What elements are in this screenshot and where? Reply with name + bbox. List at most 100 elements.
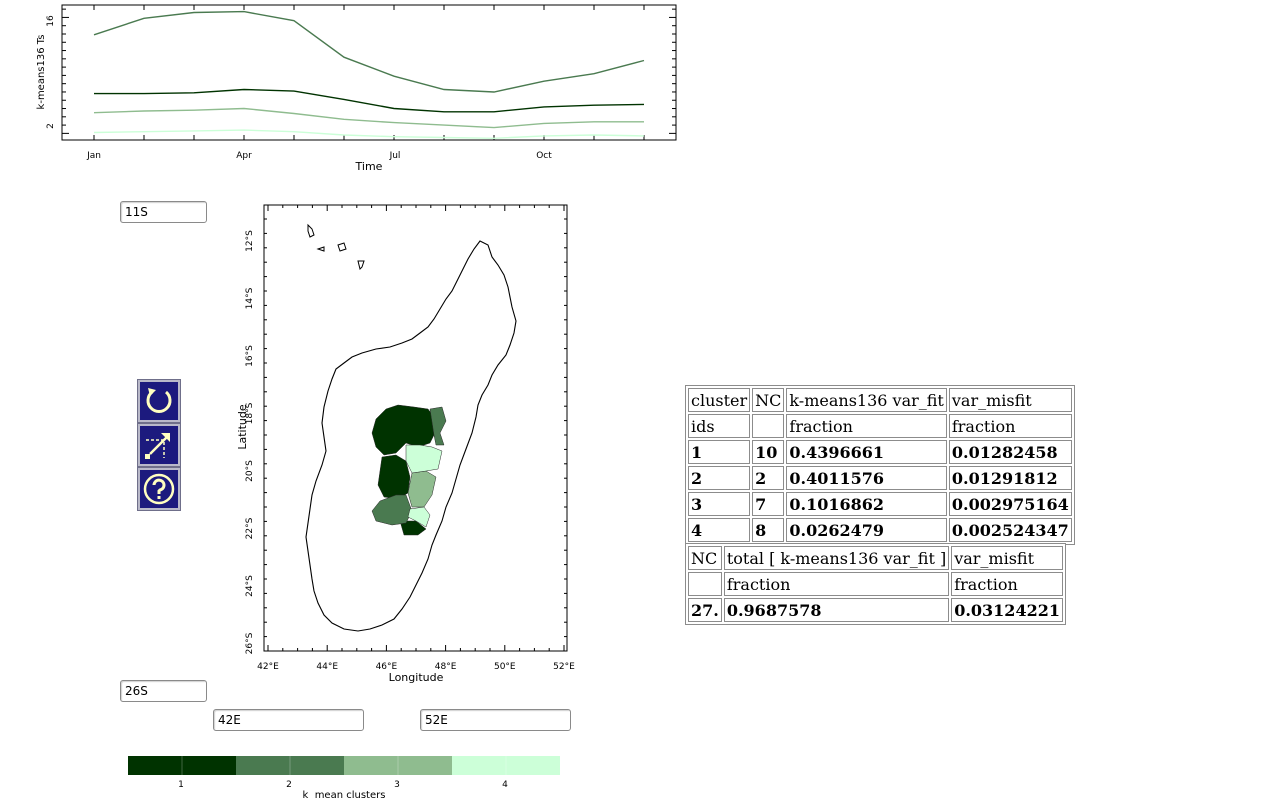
timeseries-xtick-jul: Jul bbox=[389, 151, 401, 161]
map-lon-label: 52°E bbox=[553, 662, 575, 672]
zoom-box-icon bbox=[145, 433, 170, 459]
redraw-button[interactable] bbox=[137, 379, 181, 423]
map-lon-labels: 42°E 44°E 46°E 48°E 50°E 52°E bbox=[257, 662, 575, 672]
map-lon-label: 44°E bbox=[316, 662, 338, 672]
table-row: 3 7 0.1016862 0.002975164 bbox=[688, 492, 1072, 516]
map-lat-label: 18°S bbox=[245, 402, 255, 424]
table-cell: 0.002975164 bbox=[948, 492, 1072, 516]
lon-east-input[interactable] bbox=[420, 709, 571, 731]
lat-south-input[interactable] bbox=[120, 680, 207, 702]
timeseries-chart: 2 16 k-means136 Ts Jan Apr Jul Oct Time bbox=[36, 4, 677, 173]
map-lat-label: 24°S bbox=[245, 575, 255, 597]
timeseries-xlabel: Time bbox=[355, 160, 383, 173]
map-lat-labels: 12°S 14°S 16°S 18°S 20°S 22°S 24°S 26°S bbox=[245, 230, 255, 654]
cluster-colorbar: 1 2 3 4 k mean clusters bbox=[128, 756, 560, 800]
timeseries-line-2 bbox=[94, 88, 645, 113]
table-row: 2 2 0.4011576 0.01291812 bbox=[688, 466, 1072, 490]
table-header-cell: fraction bbox=[786, 414, 947, 438]
map-lon-label: 50°E bbox=[494, 662, 516, 672]
table-cell: 4 bbox=[688, 518, 751, 542]
table-units-row: fraction fraction bbox=[688, 572, 1063, 596]
map-ylabel: Latitude bbox=[236, 404, 249, 450]
map-lat-label: 22°S bbox=[245, 517, 255, 539]
colorbar-label-2: 2 bbox=[286, 780, 292, 790]
help-icon bbox=[143, 473, 175, 505]
table-cell: 0.002524347 bbox=[948, 518, 1072, 542]
map-lon-label: 46°E bbox=[376, 662, 398, 672]
table-header-cell bbox=[688, 572, 722, 596]
table-cell: 8 bbox=[752, 518, 785, 542]
table-header-cell: total [ k-means136 var_fit ] bbox=[723, 546, 950, 570]
map-lon-label: 48°E bbox=[435, 662, 457, 672]
timeseries-line-3 bbox=[93, 107, 644, 129]
table-cell: 0.4011576 bbox=[786, 466, 947, 490]
table-header-cell: fraction bbox=[723, 572, 950, 596]
timeseries-xtick-apr: Apr bbox=[236, 151, 252, 161]
cluster-region-2b bbox=[371, 494, 413, 526]
table-cell: 1 bbox=[688, 440, 751, 464]
table-cell: 0.0262479 bbox=[786, 518, 947, 542]
table-row: 1 10 0.4396661 0.01282458 bbox=[688, 440, 1072, 464]
timeseries-ytick-low: 2 bbox=[46, 123, 56, 129]
timeseries-xtick-jan: Jan bbox=[86, 151, 101, 161]
table-header-cell: NC bbox=[752, 388, 785, 412]
table-cell: 0.01282458 bbox=[948, 440, 1072, 464]
table-cell: 3 bbox=[688, 492, 751, 516]
total-stats-table: NC total [ k-means136 var_fit ] var_misf… bbox=[685, 543, 1066, 625]
table-header-cell: ids bbox=[688, 414, 751, 438]
table-header-cell: fraction bbox=[951, 572, 1063, 596]
table-header-cell: var_misfit bbox=[951, 546, 1063, 570]
colorbar-swatch-1 bbox=[128, 756, 236, 775]
northern-island bbox=[307, 223, 315, 238]
table-header-cell: NC bbox=[688, 546, 722, 570]
table-cell: 27. bbox=[688, 598, 722, 622]
small-island-3 bbox=[357, 260, 365, 270]
colorbar-title: k mean clusters bbox=[303, 790, 386, 800]
zoom-button[interactable] bbox=[137, 423, 181, 467]
table-cell: 0.01291812 bbox=[948, 466, 1072, 490]
map-lon-label: 42°E bbox=[257, 662, 279, 672]
colorbar-swatch-2 bbox=[236, 756, 344, 775]
map-lat-label: 26°S bbox=[245, 632, 255, 654]
timeseries-ytick-high: 16 bbox=[46, 15, 56, 27]
map-lat-label: 20°S bbox=[245, 460, 255, 482]
table-header-row: cluster NC k-means136 var_fit var_misfit bbox=[688, 388, 1072, 412]
cluster-stats-table: cluster NC k-means136 var_fit var_misfit… bbox=[685, 385, 1075, 545]
help-button[interactable] bbox=[137, 467, 181, 511]
table-header-cell: cluster bbox=[688, 388, 751, 412]
map-lat-label: 12°S bbox=[245, 230, 255, 252]
table-cell: 0.03124221 bbox=[951, 598, 1063, 622]
timeseries-ticks bbox=[62, 5, 676, 140]
timeseries-frame bbox=[61, 4, 677, 141]
table-cell: 0.9687578 bbox=[723, 598, 950, 622]
colorbar-swatches bbox=[128, 756, 560, 775]
map-lat-label: 14°S bbox=[245, 287, 255, 309]
table-cell: 2 bbox=[688, 466, 751, 490]
table-row: 4 8 0.0262479 0.002524347 bbox=[688, 518, 1072, 542]
refresh-icon bbox=[146, 388, 172, 413]
lon-west-input[interactable] bbox=[213, 709, 364, 731]
timeseries-ylabel: k-means136 Ts bbox=[36, 35, 47, 110]
colorbar-label-4: 4 bbox=[502, 780, 508, 790]
timeseries-line-4 bbox=[93, 129, 645, 140]
map-xlabel: Longitude bbox=[389, 671, 444, 684]
colorbar-swatch-4 bbox=[452, 756, 560, 775]
madagascar-coastline bbox=[305, 240, 517, 632]
table-cell: 0.4396661 bbox=[786, 440, 947, 464]
timeseries-line-1 bbox=[93, 10, 645, 93]
timeseries-xtick-oct: Oct bbox=[536, 151, 552, 161]
table-units-row: ids fraction fraction bbox=[688, 414, 1072, 438]
cluster-region-1b bbox=[377, 454, 411, 500]
table-header-cell: var_misfit bbox=[948, 388, 1072, 412]
table-cell: 7 bbox=[752, 492, 785, 516]
colorbar-label-3: 3 bbox=[394, 780, 400, 790]
lat-north-input[interactable] bbox=[120, 201, 207, 223]
cluster-region-1c bbox=[399, 520, 427, 536]
timeseries-lines bbox=[93, 10, 645, 140]
table-row: 27. 0.9687578 0.03124221 bbox=[688, 598, 1063, 622]
colorbar-label-1: 1 bbox=[178, 780, 184, 790]
map-lat-label: 16°S bbox=[245, 345, 255, 367]
table-cell: 0.1016862 bbox=[786, 492, 947, 516]
cluster-region-4b bbox=[407, 506, 431, 528]
cluster-map[interactable]: Latitude Longitude 12°S 14°S 16°S 18°S 20°S 2… bbox=[230, 195, 580, 690]
